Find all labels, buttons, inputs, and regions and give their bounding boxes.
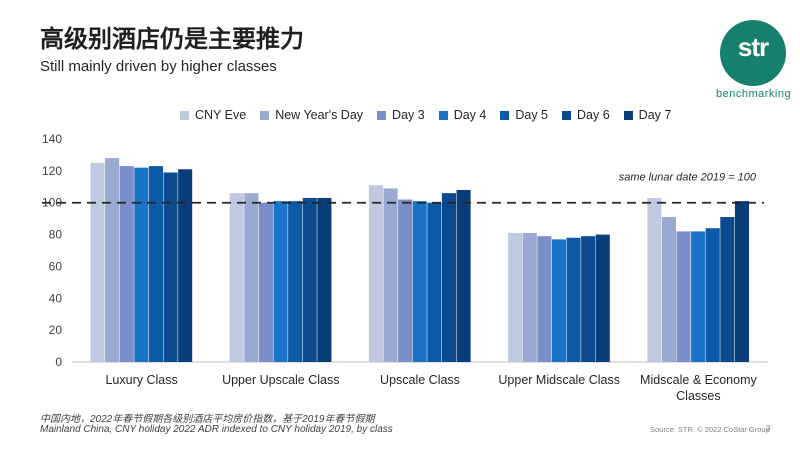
bar (148, 166, 163, 362)
bar (163, 172, 178, 362)
x-tick-label: Upper Upscale Class (222, 373, 339, 387)
logo-subtext: benchmarking (716, 88, 792, 100)
y-tick-label: 140 (42, 132, 62, 146)
bar (647, 197, 662, 362)
source-note: Source: STR. © 2022 CoStar Group (650, 425, 770, 434)
y-tick-label: 20 (49, 323, 63, 337)
bar (691, 231, 706, 362)
x-tick-label: Midscale & Economy (640, 373, 757, 387)
y-tick-label: 60 (49, 259, 63, 273)
legend-swatch (180, 110, 189, 120)
legend-swatch (377, 110, 387, 120)
footnote-chinese: 中国内地，2022年春节假期各级别酒店平均房价指数，基于2019年春节假期 (40, 414, 375, 425)
legend-label: Day 5 (515, 108, 549, 122)
bar (288, 201, 303, 362)
legend-label: New Year's Day (275, 108, 364, 122)
x-tick-label: Upscale Class (380, 373, 460, 387)
reference-line-label: same lunar date 2019 = 100 (619, 172, 757, 184)
x-tick-label: Upper Midscale Class (498, 373, 620, 387)
bar (734, 201, 749, 362)
legend-item: Day 7 (623, 108, 672, 122)
legend-swatch (562, 110, 572, 120)
legend-item: New Year's Day (260, 108, 363, 122)
x-tick-label: Luxury Class (105, 373, 177, 387)
bar (90, 162, 105, 362)
bar (398, 199, 413, 362)
legend-item: Day 5 (500, 108, 548, 122)
bar (456, 189, 471, 362)
bar (258, 202, 273, 362)
legend-item: CNY Eve (180, 108, 246, 122)
bar (661, 217, 676, 362)
x-tick-label: Classes (676, 389, 720, 403)
y-tick-label: 0 (55, 355, 62, 369)
bar (244, 193, 259, 362)
bar (302, 197, 317, 362)
bar (229, 193, 244, 362)
bar (581, 236, 596, 362)
bar (119, 166, 134, 362)
legend-swatch (623, 110, 633, 120)
y-tick-label: 40 (49, 291, 63, 305)
logo-circle (720, 20, 786, 86)
bar (368, 185, 383, 362)
bar (441, 193, 456, 362)
bar (720, 217, 735, 362)
legend-label: Day 4 (453, 108, 487, 122)
bar (383, 188, 398, 362)
y-tick-label: 100 (42, 196, 62, 210)
bar (178, 169, 193, 362)
legend-label: Day 3 (392, 108, 425, 122)
bar (317, 197, 332, 362)
bar (522, 232, 537, 362)
legend-label: Day 7 (638, 108, 672, 122)
legend-item: Day 4 (438, 108, 487, 122)
page-subtitle: Still mainly driven by higher classes (40, 58, 277, 75)
bar (273, 201, 288, 362)
legend-label: Day 6 (577, 108, 610, 122)
bar (508, 232, 523, 362)
page-title: 高级别酒店仍是主要推力 (40, 26, 304, 53)
str-logo: str benchmarking (694, 8, 800, 108)
page-number: 3 (766, 424, 771, 433)
logo-text: str (737, 32, 769, 62)
bar (134, 167, 149, 362)
bar (676, 231, 691, 362)
legend-item: Day 3 (377, 108, 425, 122)
y-tick-label: 120 (42, 164, 62, 178)
footnote-english: Mainland China, CNY holiday 2022 ADR ind… (40, 424, 393, 435)
chart-legend: CNY Eve New Year's Day Day 3 Day 4 Day 5 Day … (180, 108, 671, 122)
legend-swatch (438, 110, 448, 120)
bar (105, 158, 120, 362)
bar (705, 228, 720, 362)
legend-item: Day 6 (562, 108, 610, 122)
bar (537, 236, 552, 362)
bar (595, 234, 610, 362)
bar (412, 201, 427, 362)
legend-swatch (260, 110, 270, 120)
y-tick-label: 80 (49, 228, 63, 242)
bar (566, 237, 581, 362)
bar (551, 239, 566, 362)
legend-label: CNY Eve (195, 108, 247, 122)
legend-swatch (500, 110, 510, 120)
bar (427, 202, 442, 362)
